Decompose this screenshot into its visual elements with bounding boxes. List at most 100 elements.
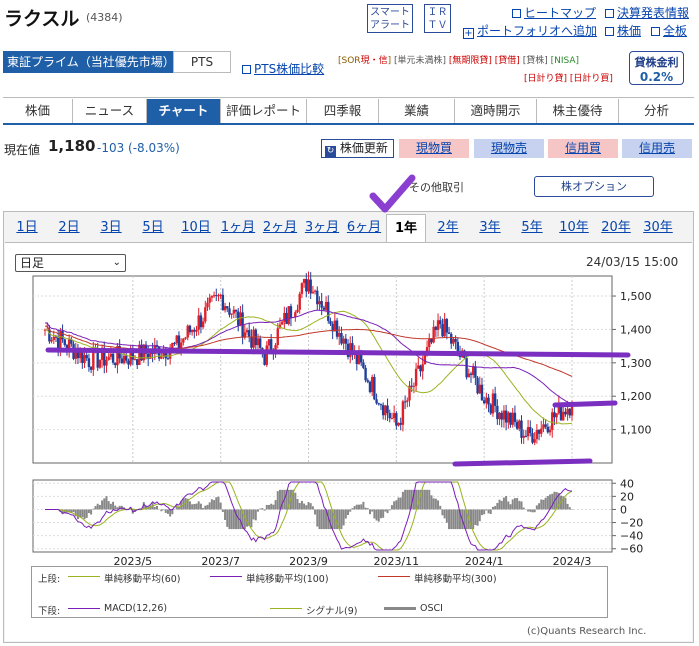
legend-macd-swatch	[68, 608, 100, 609]
y-tick-label: 1,300	[620, 357, 652, 370]
period-20y[interactable]: 20年	[601, 220, 631, 235]
candle-body	[171, 342, 174, 350]
tag-day-buy: [日計り買]	[569, 74, 613, 84]
tab-news[interactable]: ニュース	[73, 99, 147, 123]
period-10y[interactable]: 10年	[559, 220, 589, 235]
tab-analysis[interactable]: 分析	[619, 99, 694, 123]
candle-body	[289, 306, 293, 318]
candle-body	[199, 315, 203, 328]
candle-body	[568, 408, 572, 416]
period-3d[interactable]: 3日	[100, 220, 122, 235]
tab-rating-report[interactable]: 評価レポート	[221, 99, 307, 123]
legend-signal: シグナル(9)	[306, 606, 358, 617]
candle-body	[173, 342, 176, 344]
tab-disclosure[interactable]: 適時開示	[455, 99, 537, 123]
tag-stock-lending: [貸株]	[522, 56, 548, 66]
y-tick-label: 1,100	[620, 424, 652, 437]
candle-body	[85, 355, 88, 359]
copyright: (c)Quants Research Inc.	[527, 626, 647, 637]
candle-body	[443, 319, 446, 337]
candle-body	[546, 426, 550, 433]
candle-body	[294, 312, 297, 318]
legend-signal-swatch	[270, 608, 302, 609]
candle-body	[96, 347, 99, 368]
candle-body	[131, 349, 135, 360]
tab-chart[interactable]: チャート	[147, 99, 221, 123]
period-1d[interactable]: 1日	[16, 220, 38, 235]
earnings-link[interactable]: 決算発表情報	[605, 4, 689, 21]
candle-body	[373, 376, 376, 400]
stock-option-button[interactable]: 株オプション	[534, 176, 654, 197]
tab-shareholder-benefits[interactable]: 株主優待	[537, 99, 619, 123]
period-1y[interactable]: 1年	[386, 214, 426, 242]
tag-sor-type: 現・信	[360, 56, 388, 66]
x-tick-label: 2023/5	[113, 555, 152, 568]
period-3m[interactable]: 3ヶ月	[304, 220, 340, 235]
candle-body	[193, 330, 196, 332]
candle-body	[366, 380, 369, 382]
refresh-price-button[interactable]: ↻ 株価更新	[321, 139, 394, 158]
tab-performance[interactable]: 業績	[379, 99, 455, 123]
lending-rate-box[interactable]: 貸株金利 0.2%	[629, 51, 684, 85]
legend-osci-swatch	[384, 607, 416, 610]
smart-alert-button[interactable]: スマート アラート	[367, 4, 413, 33]
candle-body	[548, 429, 552, 433]
stock-code: (4384)	[86, 11, 123, 24]
candle-body	[410, 385, 413, 387]
candle-body	[423, 354, 427, 365]
period-10d[interactable]: 10日	[181, 220, 211, 235]
period-5d[interactable]: 5日	[142, 220, 164, 235]
candle-body	[243, 332, 247, 338]
candle-body	[280, 321, 284, 325]
candle-body	[480, 384, 484, 401]
cash-buy-button[interactable]: 現物買	[399, 139, 469, 158]
pts-compare-label: PTS株価比較	[254, 62, 325, 76]
pts-compare-link[interactable]: PTS株価比較	[242, 60, 324, 77]
period-2m[interactable]: 2ヶ月	[262, 220, 298, 235]
candle-body	[201, 321, 205, 328]
tab-stock-price[interactable]: 株価	[3, 99, 73, 123]
period-6m[interactable]: 6ヶ月	[346, 220, 382, 235]
x-tick-label: 2023/7	[201, 555, 240, 568]
chart-timestamp: 24/03/15 15:00	[586, 255, 679, 269]
candle-body	[414, 368, 418, 386]
pts-tab[interactable]: PTS	[173, 51, 231, 73]
portfolio-link[interactable]: + ポートフォリオへ追加	[463, 22, 597, 39]
candle-body	[491, 393, 495, 414]
ir-tv-button[interactable]: ＩＲ ＴＶ	[424, 4, 451, 33]
interval-select[interactable]: 日足 ⌄	[15, 254, 126, 272]
legend-lower-label: 下段:	[38, 606, 61, 617]
candle-body	[324, 301, 328, 310]
period-2y[interactable]: 2年	[437, 220, 459, 235]
candle-body	[63, 339, 66, 346]
period-5y[interactable]: 5年	[521, 220, 543, 235]
candle-body	[83, 355, 86, 363]
margin-sell-button[interactable]: 信用売	[622, 139, 692, 158]
period-3y[interactable]: 3年	[479, 220, 501, 235]
candle-body	[230, 313, 233, 315]
candle-body	[311, 291, 315, 294]
candle-body	[149, 349, 152, 359]
margin-buy-button[interactable]: 信用買	[548, 139, 618, 158]
cash-sell-button[interactable]: 現物売	[474, 139, 544, 158]
tab-shikiho[interactable]: 四季報	[307, 99, 379, 123]
candle-body	[425, 347, 429, 355]
ir-label: ＩＲ	[427, 7, 448, 18]
candle-body	[263, 353, 266, 365]
candle-body	[179, 342, 183, 348]
candle-body	[524, 435, 528, 437]
candle-body	[500, 412, 503, 420]
period-2d[interactable]: 2日	[58, 220, 80, 235]
candle-body	[127, 360, 130, 365]
stock-price-link[interactable]: 株価	[605, 22, 641, 39]
heatmap-link[interactable]: ヒートマップ	[512, 4, 596, 21]
primary-market-tab[interactable]: 東証プライム（当社優先市場）	[3, 51, 173, 73]
macd-line	[45, 481, 573, 551]
tag-sor: [SOR	[338, 56, 361, 66]
full-board-link[interactable]: 全板	[651, 22, 687, 39]
period-30y[interactable]: 30年	[643, 220, 673, 235]
candle-body	[329, 320, 332, 324]
period-1m[interactable]: 1ヶ月	[220, 220, 256, 235]
candle-body	[355, 350, 359, 364]
